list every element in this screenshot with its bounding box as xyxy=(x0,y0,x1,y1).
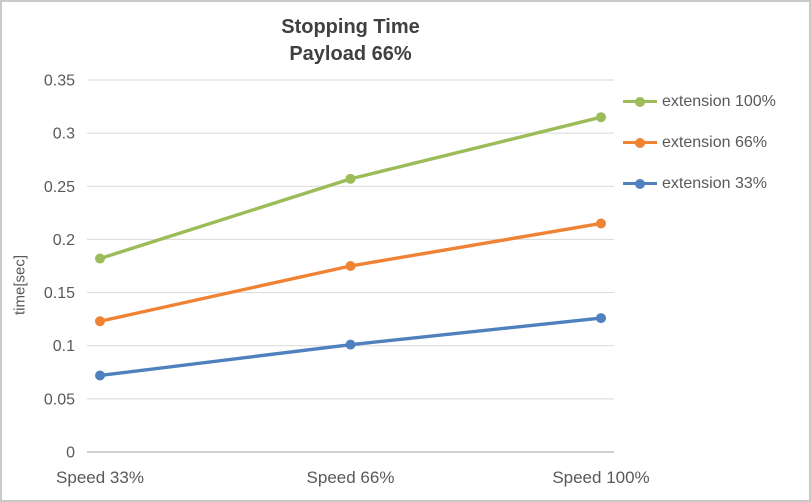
data-point xyxy=(95,253,105,264)
chart-title: Stopping Time Payload 66% xyxy=(87,14,614,68)
legend-item-extension-100: extension 100% xyxy=(623,91,776,112)
y-tick-label: 0 xyxy=(66,445,75,462)
y-tick-label: 0.1 xyxy=(53,338,75,355)
data-point xyxy=(596,313,606,324)
data-point xyxy=(345,173,356,184)
chart-title-line1: Stopping Time xyxy=(281,16,420,38)
y-tick-label: 0.05 xyxy=(44,391,75,408)
x-tick-label: Speed 33% xyxy=(56,468,144,487)
y-tick-label: 0.3 xyxy=(53,126,75,143)
data-point xyxy=(95,370,105,381)
data-point xyxy=(596,112,606,123)
data-point xyxy=(596,218,606,229)
y-tick-label: 0.2 xyxy=(53,232,75,249)
series-line-1 xyxy=(98,221,603,323)
y-tick-label: 0.15 xyxy=(44,285,75,302)
legend-marker-icon xyxy=(623,176,657,191)
legend-label: extension 100% xyxy=(662,92,776,110)
x-tick-label: Speed 100% xyxy=(552,468,649,487)
data-point xyxy=(345,261,356,271)
chart-title-line2: Payload 66% xyxy=(289,43,412,65)
y-tick-label: 0.25 xyxy=(44,179,75,196)
legend-marker-icon xyxy=(623,94,657,109)
legend-label: extension 33% xyxy=(662,174,767,192)
legend-label: extension 66% xyxy=(662,133,767,151)
legend: extension 100% extension 66% extension 3… xyxy=(623,91,776,194)
legend-item-extension-33: extension 33% xyxy=(623,173,776,194)
x-tick-label: Speed 66% xyxy=(307,468,395,487)
legend-marker-icon xyxy=(623,135,657,150)
data-point xyxy=(95,316,105,327)
y-tick-label: 0.35 xyxy=(44,73,75,90)
data-point xyxy=(345,339,356,350)
legend-item-extension-66: extension 66% xyxy=(623,132,776,153)
